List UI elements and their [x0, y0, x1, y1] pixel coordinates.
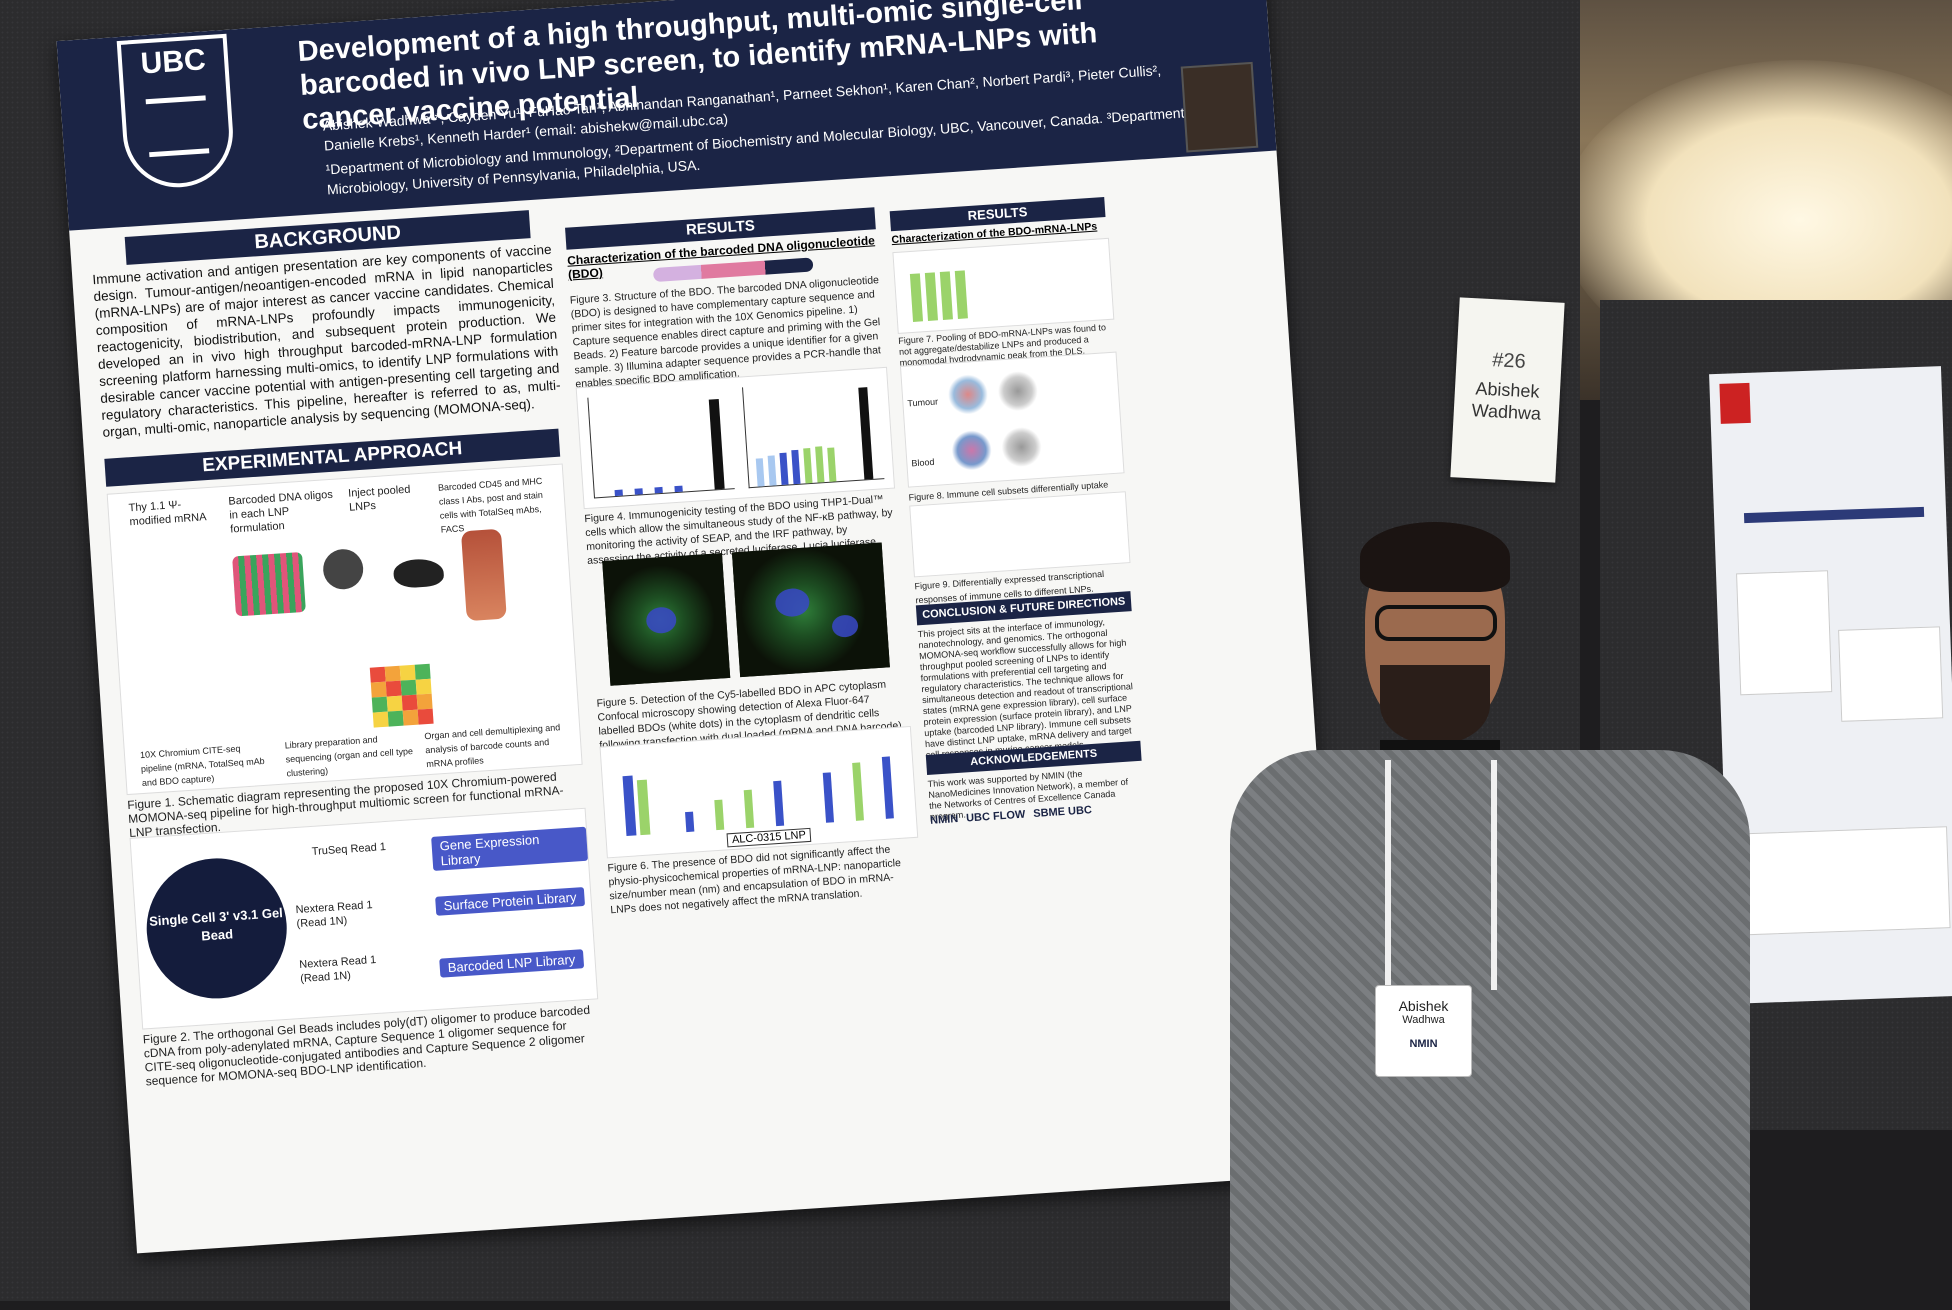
figure-2-gel-bead: Single Cell 3' v3.1 Gel Bead TruSeq Read… — [129, 807, 599, 1030]
gene-expression-library: Gene Expression Library — [431, 826, 589, 871]
figure-6-charts: ALC-0315 LNP — [599, 725, 919, 859]
surface-protein-library: Surface Protein Library — [435, 887, 585, 916]
read-label-3: Nextera Read 1 (Read 1N) — [298, 953, 377, 985]
mouse-graphic — [392, 557, 445, 589]
figure-4-charts — [575, 366, 896, 510]
presenter-blazer — [1230, 750, 1750, 1310]
research-poster: UBC Development of a high throughput, mu… — [56, 0, 1345, 1254]
gel-bead: Single Cell 3' v3.1 Gel Bead — [142, 853, 292, 1003]
presenter: Abishek Wadhwa NMIN — [1230, 522, 1790, 1310]
gel-bead-label: Single Cell 3' v3.1 Gel Bead — [148, 905, 284, 944]
pipeline-label-2: Library preparation and sequencing (orga… — [284, 734, 414, 779]
figure-8-tsne: Tumour Blood — [899, 351, 1125, 488]
pipeline-label-1: 10X Chromium CITE-seq pipeline (mRNA, To… — [139, 743, 265, 789]
name-badge: Abishek Wadhwa NMIN — [1375, 985, 1472, 1077]
presenter-name-sign: Abishek Wadhwa — [1471, 378, 1542, 424]
tissue-label-blood: Blood — [911, 456, 935, 469]
background-text: Immune activation and antigen presentati… — [91, 241, 561, 440]
tissue-label-tumour: Tumour — [907, 396, 939, 409]
organs-graphic — [460, 528, 507, 622]
poster-header: UBC Development of a high throughput, mu… — [56, 0, 1277, 231]
conclusion-text: This project sits at the interface of im… — [917, 616, 1134, 760]
badge-last-name: Wadhwa — [1402, 1014, 1445, 1026]
presenter-hair — [1360, 522, 1510, 592]
barcoded-lnp-library: Barcoded LNP Library — [439, 949, 584, 978]
logo-ubc-flow: UBC FLOW — [965, 808, 1026, 825]
nfkb-chart — [742, 378, 885, 489]
badge-org: NMIN — [1409, 1038, 1438, 1050]
lnp-graphic — [321, 547, 365, 591]
dna-helix-graphic — [232, 551, 306, 617]
logo-nmin: NMIN — [929, 813, 959, 827]
alc-0315-label: ALC-0315 LNP — [726, 827, 812, 848]
poster-number: #26 — [1491, 349, 1527, 373]
presenter-beard — [1380, 665, 1490, 745]
read-label-2: Nextera Read 1 (Read 1N) — [295, 899, 373, 931]
figure-1-schematic: Thy 1.1 Ψ-modified mRNA Barcoded DNA oli… — [106, 463, 583, 796]
read-label-1: TruSeq Read 1 — [311, 841, 387, 858]
heatmap-graphic — [369, 663, 434, 728]
micrograph-bdo — [731, 542, 890, 678]
exp-label-inject: Inject pooled LNPs — [347, 483, 411, 514]
logo-text: UBC — [139, 43, 207, 81]
micrograph-pbs — [602, 553, 731, 686]
ubc-logo: UBC — [116, 33, 237, 191]
author-headshot — [1180, 61, 1259, 153]
exp-label-stain: Barcoded CD45 and MHC class I Abs, post … — [437, 475, 544, 535]
pipeline-label-3: Organ and cell demultiplexing and analys… — [424, 722, 561, 770]
exp-label-oligos: Barcoded DNA oligos in each LNP formulat… — [228, 488, 334, 536]
exp-label-mrna: Thy 1.1 Ψ-modified mRNA — [128, 498, 207, 529]
badge-first-name: Abishek — [1398, 998, 1449, 1014]
lanyard — [1385, 760, 1497, 990]
figure-7-charts — [892, 237, 1115, 334]
poster-number-sign: #26 Abishek Wadhwa — [1450, 297, 1565, 483]
glasses-icon — [1375, 605, 1497, 641]
irf-chart — [587, 388, 735, 499]
logo-sbme: SBME UBC — [1032, 804, 1093, 821]
figure-9-volcano — [909, 491, 1131, 578]
